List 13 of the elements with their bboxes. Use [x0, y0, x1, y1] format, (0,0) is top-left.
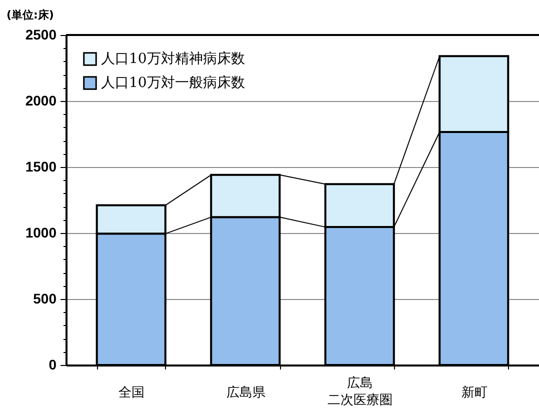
- y-tick-label: 1500: [25, 158, 57, 174]
- x-tick-label: 広島県: [226, 384, 266, 400]
- y-tick-label: 2000: [25, 92, 57, 108]
- y-tick-label: 2500: [25, 26, 57, 42]
- x-tick-label: 新町: [461, 386, 488, 400]
- x-tick-label: 広島二次医療圏: [328, 375, 393, 408]
- y-axis-title: (単位:床): [6, 8, 54, 22]
- y-tick-label: 1000: [25, 224, 57, 240]
- y-tick-label: 500: [33, 290, 57, 306]
- y-tick-label: 0: [48, 356, 57, 372]
- legend-label: 人口10万対一般病床数: [101, 75, 245, 91]
- x-tick-label: 全国: [118, 386, 145, 400]
- legend-label: 人口10万対精神病床数: [101, 51, 245, 67]
